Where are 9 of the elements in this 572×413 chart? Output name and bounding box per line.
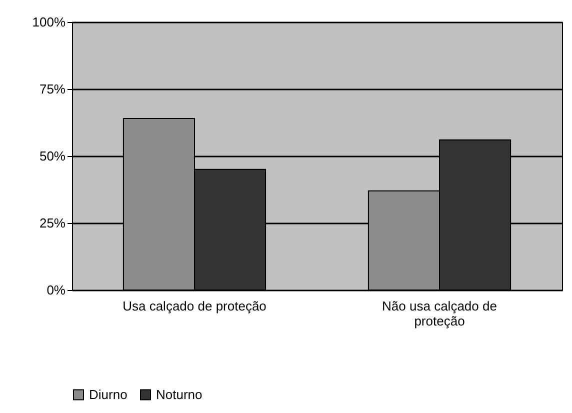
y-tick-label: 25% [39,216,66,230]
y-tick-label: 75% [39,82,66,96]
x-tick-label: Usa calçado de proteção [122,298,266,314]
legend-label: Diurno [89,386,128,402]
y-tick-label: 0% [46,282,66,298]
y-tick-label: 100% [32,14,66,30]
y-tick-label: 50% [39,148,66,164]
x-tick-label: Não usa calçado de proteção [382,298,497,328]
legend-label: Noturno [156,386,202,402]
